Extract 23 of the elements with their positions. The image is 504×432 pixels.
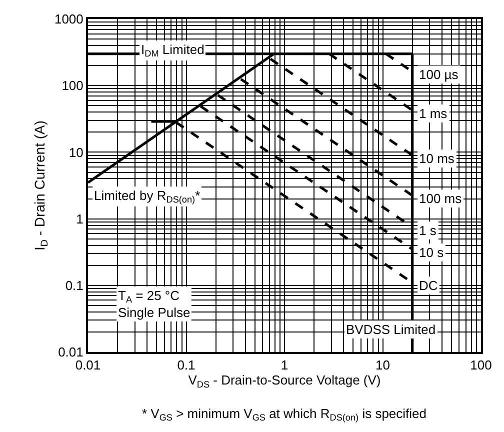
y-tick-label: 10 [68,144,84,160]
y-tick-label: 0.01 [58,344,84,360]
series-label: 10 s [419,245,444,260]
series-label: 100 ms [419,191,462,206]
series-label: BVDSS Limited [346,322,436,337]
y-tick-label: 100 [62,78,84,94]
y-tick-label: 0.1 [65,278,84,293]
annotation: T$_{A}$ = 25 °C Single Pulse [118,288,190,320]
text: * V$_{GS}$ > minimum V$_{GS}$ at which R$_{DS(on)}$ is specified [142,406,426,423]
y-tick-label: 1000 [54,12,84,27]
y-tick-label: 1 [76,211,84,226]
series-label: DC [419,278,438,293]
series-label: 1 s [419,223,437,238]
series-label: I$_{DM}$ Limited [141,42,204,59]
series-label: 10 ms [419,151,455,166]
x-axis-title: V$_{DS}$ - Drain-to-Source Voltage (V) [188,372,381,390]
x-tick-label: 1 [280,358,288,373]
series-label: 100 µs [419,67,459,82]
x-tick-label: 0.1 [177,358,196,373]
series-label: 1 ms [419,106,448,121]
x-tick-label: 100 [470,358,492,373]
series-label: Limited by R$_{DS(on)}$* [94,188,200,205]
x-tick-label: 10 [376,358,390,373]
